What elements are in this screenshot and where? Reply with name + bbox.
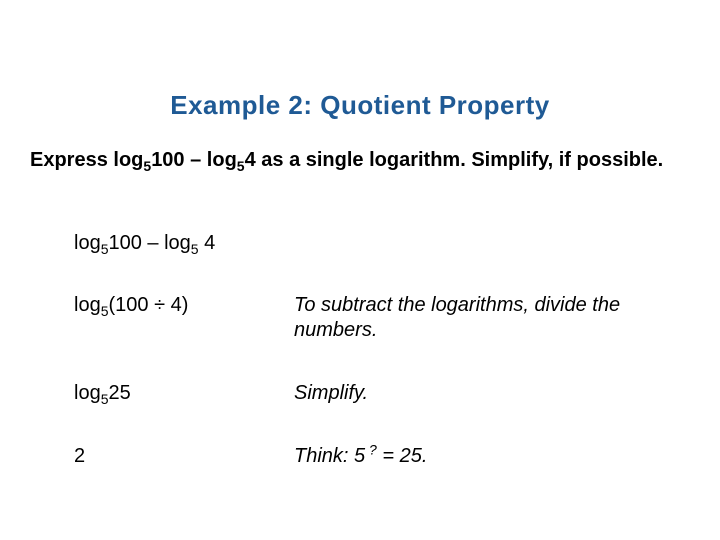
prompt-prefix: Express log [30, 149, 143, 171]
step-explanation: Simplify. [294, 381, 368, 406]
expr-part: 4 [199, 232, 216, 254]
step-expression: log525 [74, 382, 294, 405]
steps-container: log5100 – log5 4 log5(100 ÷ 4) To subtra… [30, 232, 690, 469]
expr-part: log [74, 294, 101, 316]
expr-part: 100 – log [109, 232, 191, 254]
slide-page: Example 2: Quotient Property Express log… [0, 0, 720, 540]
expr-sub: 5 [101, 391, 109, 407]
problem-prompt: Express log5100 – log54 as a single loga… [30, 149, 690, 172]
title-text: Example 2: Quotient Property [170, 90, 550, 120]
expr-part: (100 ÷ 4) [109, 294, 189, 316]
step-row: 2 Think: 5 ? = 25. [74, 444, 690, 469]
slide-title: Example 2: Quotient Property [30, 90, 690, 121]
prompt-sub2: 5 [237, 158, 245, 174]
step-expression: log5(100 ÷ 4) [74, 294, 294, 317]
expr-part: 25 [109, 382, 131, 404]
expr-part: log [74, 382, 101, 404]
expr-sub: 5 [191, 241, 199, 257]
step-row: log5100 – log5 4 [74, 232, 690, 255]
prompt-mid2: 4 as a single logarithm. Simplify, if po… [245, 149, 664, 171]
expr-part: log [74, 232, 101, 254]
step-explanation: Think: 5 ? = 25. [294, 444, 427, 469]
expr-part: 2 [74, 445, 85, 467]
step-explanation: To subtract the logarithms, divide the n… [294, 293, 690, 343]
step-expression: 2 [74, 445, 294, 468]
step-row: log5(100 ÷ 4) To subtract the logarithms… [74, 293, 690, 343]
prompt-mid1: 100 – log [151, 149, 237, 171]
expr-sub: 5 [101, 303, 109, 319]
step-row: log525 Simplify. [74, 381, 690, 406]
expr-sub: 5 [101, 241, 109, 257]
step-expression: log5100 – log5 4 [74, 232, 294, 255]
